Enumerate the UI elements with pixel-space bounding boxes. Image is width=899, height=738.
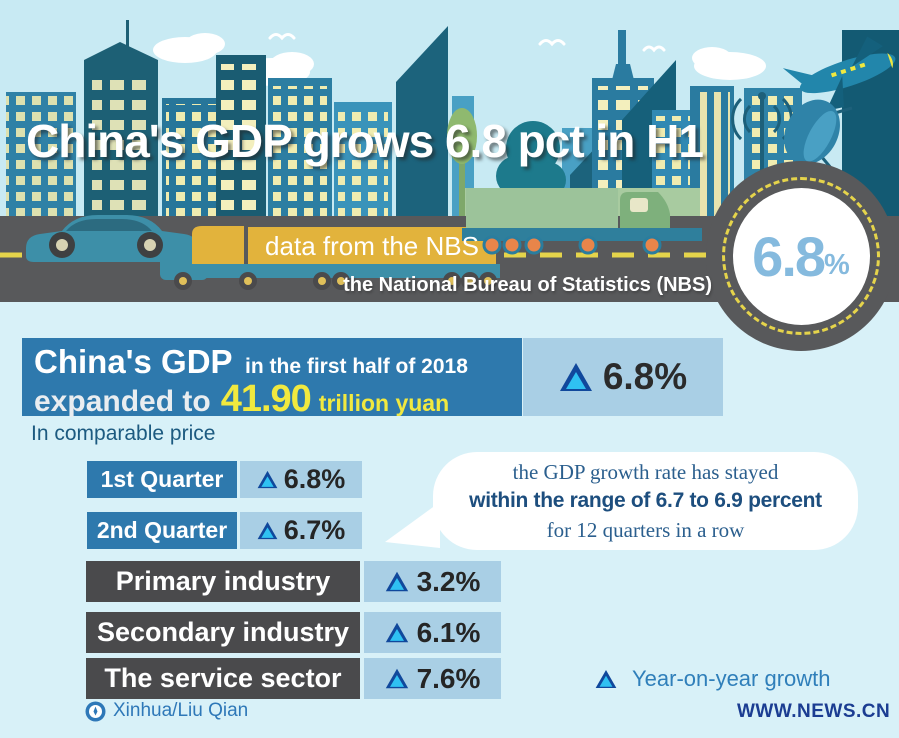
gdp-summary-box: China's GDP in the first half of 2018 ex… — [22, 338, 522, 420]
bubble-line3: for 12 quarters in a row — [546, 518, 745, 542]
legend-label: Year-on-year growth — [632, 666, 831, 691]
industry-value: 6.1% — [364, 612, 501, 653]
growth-triangle-icon — [559, 363, 592, 391]
gdp-summary-line1: China's GDP in the first half of 2018 — [34, 343, 468, 381]
credit-text: Xinhua/Liu Qian — [113, 700, 249, 721]
quarter-value-text: 6.8% — [283, 464, 346, 494]
airplane-icon — [782, 36, 896, 111]
comparable-price-note: In comparable price — [31, 422, 216, 445]
gdp-range-bubble: the GDP growth rate has stayed within th… — [433, 452, 858, 550]
growth-circle: 6.8 % — [706, 161, 896, 351]
gdp-amount-unit: trillion yuan — [318, 390, 450, 416]
growth-circle-inner: 6.8 % — [732, 187, 870, 325]
gdp-lead: China's GDP — [34, 343, 233, 380]
bubble-line1: the GDP growth rate has stayed — [512, 460, 779, 484]
quarter-label: 2nd Quarter — [87, 512, 237, 549]
industry-value: 7.6% — [364, 658, 501, 699]
headline: China's GDP grows 6.8 pct in H1 — [26, 115, 704, 167]
circle-value: 6.8 — [752, 224, 826, 288]
xinhua-logo-icon — [85, 701, 106, 721]
truck-banner-label: data from the NBS — [265, 230, 479, 261]
industry-value-text: 6.1% — [416, 616, 481, 648]
green-truck — [462, 188, 702, 255]
industry-value-text: 7.6% — [416, 662, 481, 694]
gdp-amount: 41.90 — [220, 378, 312, 420]
dashed-ring — [722, 177, 880, 335]
birds — [268, 33, 718, 67]
circle-unit: % — [824, 248, 850, 281]
industry-label: Primary industry — [86, 561, 360, 602]
buildings — [6, 20, 899, 218]
growth-triangle-icon — [257, 470, 278, 489]
growth-triangle-icon — [595, 669, 617, 689]
credit: Xinhua/Liu Qian — [85, 700, 248, 722]
growth-triangle-icon — [385, 668, 408, 689]
website-url: WWW.NEWS.CN — [737, 701, 891, 722]
car — [26, 215, 198, 262]
quarter-value-text: 6.7% — [283, 515, 346, 545]
h1-growth-box: 6.8% — [523, 338, 723, 416]
growth-triangle-icon — [385, 571, 408, 592]
quarter-value: 6.7% — [240, 512, 362, 549]
industry-label: The service sector — [86, 658, 360, 699]
industry-label: Secondary industry — [86, 612, 360, 653]
growth-triangle-icon — [257, 521, 278, 540]
industry-value-text: 3.2% — [416, 565, 481, 597]
quarter-value: 6.8% — [240, 461, 362, 498]
gdp-summary-line2: expanded to 41.90 trillion yuan — [34, 378, 449, 421]
data-truck — [160, 226, 500, 290]
h1-growth-value: 6.8% — [602, 356, 688, 397]
gdp-context: in the first half of 2018 — [245, 355, 468, 378]
gdp-verb: expanded to — [34, 385, 211, 418]
industry-value: 3.2% — [364, 561, 501, 602]
bubble-tail — [385, 502, 440, 548]
legend: Year-on-year growth — [595, 666, 831, 692]
quarter-label: 1st Quarter — [87, 461, 237, 498]
source-line: the National Bureau of Statistics (NBS) — [343, 274, 712, 296]
bubble-line2: within the range of 6.7 to 6.9 percent — [469, 489, 822, 512]
growth-triangle-icon — [385, 622, 408, 643]
